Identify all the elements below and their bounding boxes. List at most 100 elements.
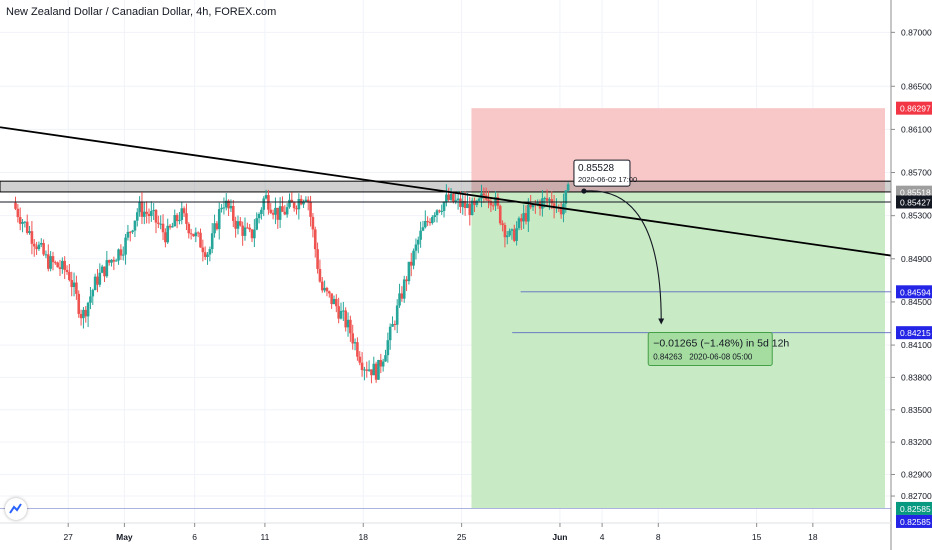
projection-box[interactable]: −0.01265 (−1.48%) in 5d 12h 0.84263 2020… [647,331,789,366]
horizontal-levels[interactable] [0,201,891,509]
projection-arc[interactable] [583,190,662,322]
resistance-zone[interactable] [0,180,892,193]
candle-body [327,291,331,294]
trendline[interactable] [0,126,892,257]
point-label-box[interactable]: 0.85528 2020-06-02 17:00 [573,159,637,187]
candle-body [402,279,406,299]
candle-body [196,232,200,234]
candle-body [527,205,530,222]
date-tick-label: 4 [600,532,605,542]
candle-body [529,205,532,208]
candle-body [143,211,146,217]
date-tick-label: 18 [808,532,818,542]
candle-body [342,310,345,312]
candle-body [276,207,280,220]
candle-body [103,266,106,277]
price-tick-label: 0.86500 [901,81,932,91]
price-tag-bg [896,514,932,528]
candle-body [271,212,275,215]
candle-body [351,333,355,344]
candle-body [433,215,436,217]
candle-body [365,369,369,371]
candle-body [426,221,429,223]
candle-body [388,326,392,341]
price-tick-label: 0.83800 [901,372,932,382]
price-tag-label: 0.84215 [900,328,931,338]
candle-body [367,369,371,371]
candle-body [178,220,181,222]
candle-body [234,220,237,229]
candle-body [318,268,322,282]
candle-body [35,246,38,250]
candle-body [56,262,59,268]
candle-body [416,239,420,245]
candle-body [501,223,504,226]
candle-body [203,252,207,257]
candle-body [164,232,167,243]
candle-body [545,198,549,201]
candle-body [86,302,90,317]
candle-body [470,200,474,216]
candle-body [274,207,277,215]
candle-body [72,282,76,288]
candle-body [543,198,547,200]
candle-body [128,231,132,233]
candle-body [18,217,22,224]
candle-body [150,211,153,217]
candle-body [110,259,113,263]
candle-body [171,226,174,228]
candle-body [124,237,127,255]
candle-body [431,216,434,224]
candle-body [257,213,261,219]
candle-body [407,261,411,282]
candle-body [459,198,462,207]
candle-body [185,213,188,224]
candle-body [320,281,324,291]
candle-body [255,218,259,230]
projection-start-point[interactable] [581,188,587,194]
candle-body [398,293,401,306]
candle-body [510,229,514,231]
candle-body [37,244,41,250]
candle-body [356,342,359,357]
candle-body [344,310,347,328]
candle-body [154,209,158,223]
candle-body [566,184,570,191]
candle-body [435,210,439,216]
candle-body [285,207,289,215]
candle-body [358,356,362,363]
time-axis[interactable]: 27 May 6 11 18 25 Jun 4 8 15 18 [63,523,818,542]
candle-body [208,249,212,255]
candle-body [278,206,282,220]
price-tag-label: 0.85427 [900,197,931,207]
candle-body [23,221,27,223]
stop-loss-zone[interactable] [471,108,885,193]
candle-body [215,223,219,230]
candle-body [138,201,141,213]
tradingview-logo[interactable] [5,498,27,520]
candle-body [82,309,85,319]
candle-body [213,223,216,234]
candle-body [241,225,244,236]
candle-body [161,223,165,233]
candle-body [414,244,418,251]
date-tick-label: Jun [552,532,567,542]
candle-body [220,207,223,210]
candle-body [147,213,151,217]
candle-body [309,201,312,217]
candle-body [292,202,296,209]
price-tick-label: 0.85700 [901,168,932,178]
candle-body [370,369,373,376]
candle-body [135,212,139,221]
candle-body [157,222,160,224]
candle-body [536,202,540,205]
price-axis[interactable]: 0.87000 0.86500 0.86100 0.85700 0.85300 0.849… [891,27,932,501]
candle-body [65,270,69,272]
price-tag-bg [896,501,932,515]
candle-body [494,197,497,206]
price-tick-label: 0.82700 [901,491,932,501]
candle-body [210,233,214,250]
price-tick-label: 0.83200 [901,437,932,447]
